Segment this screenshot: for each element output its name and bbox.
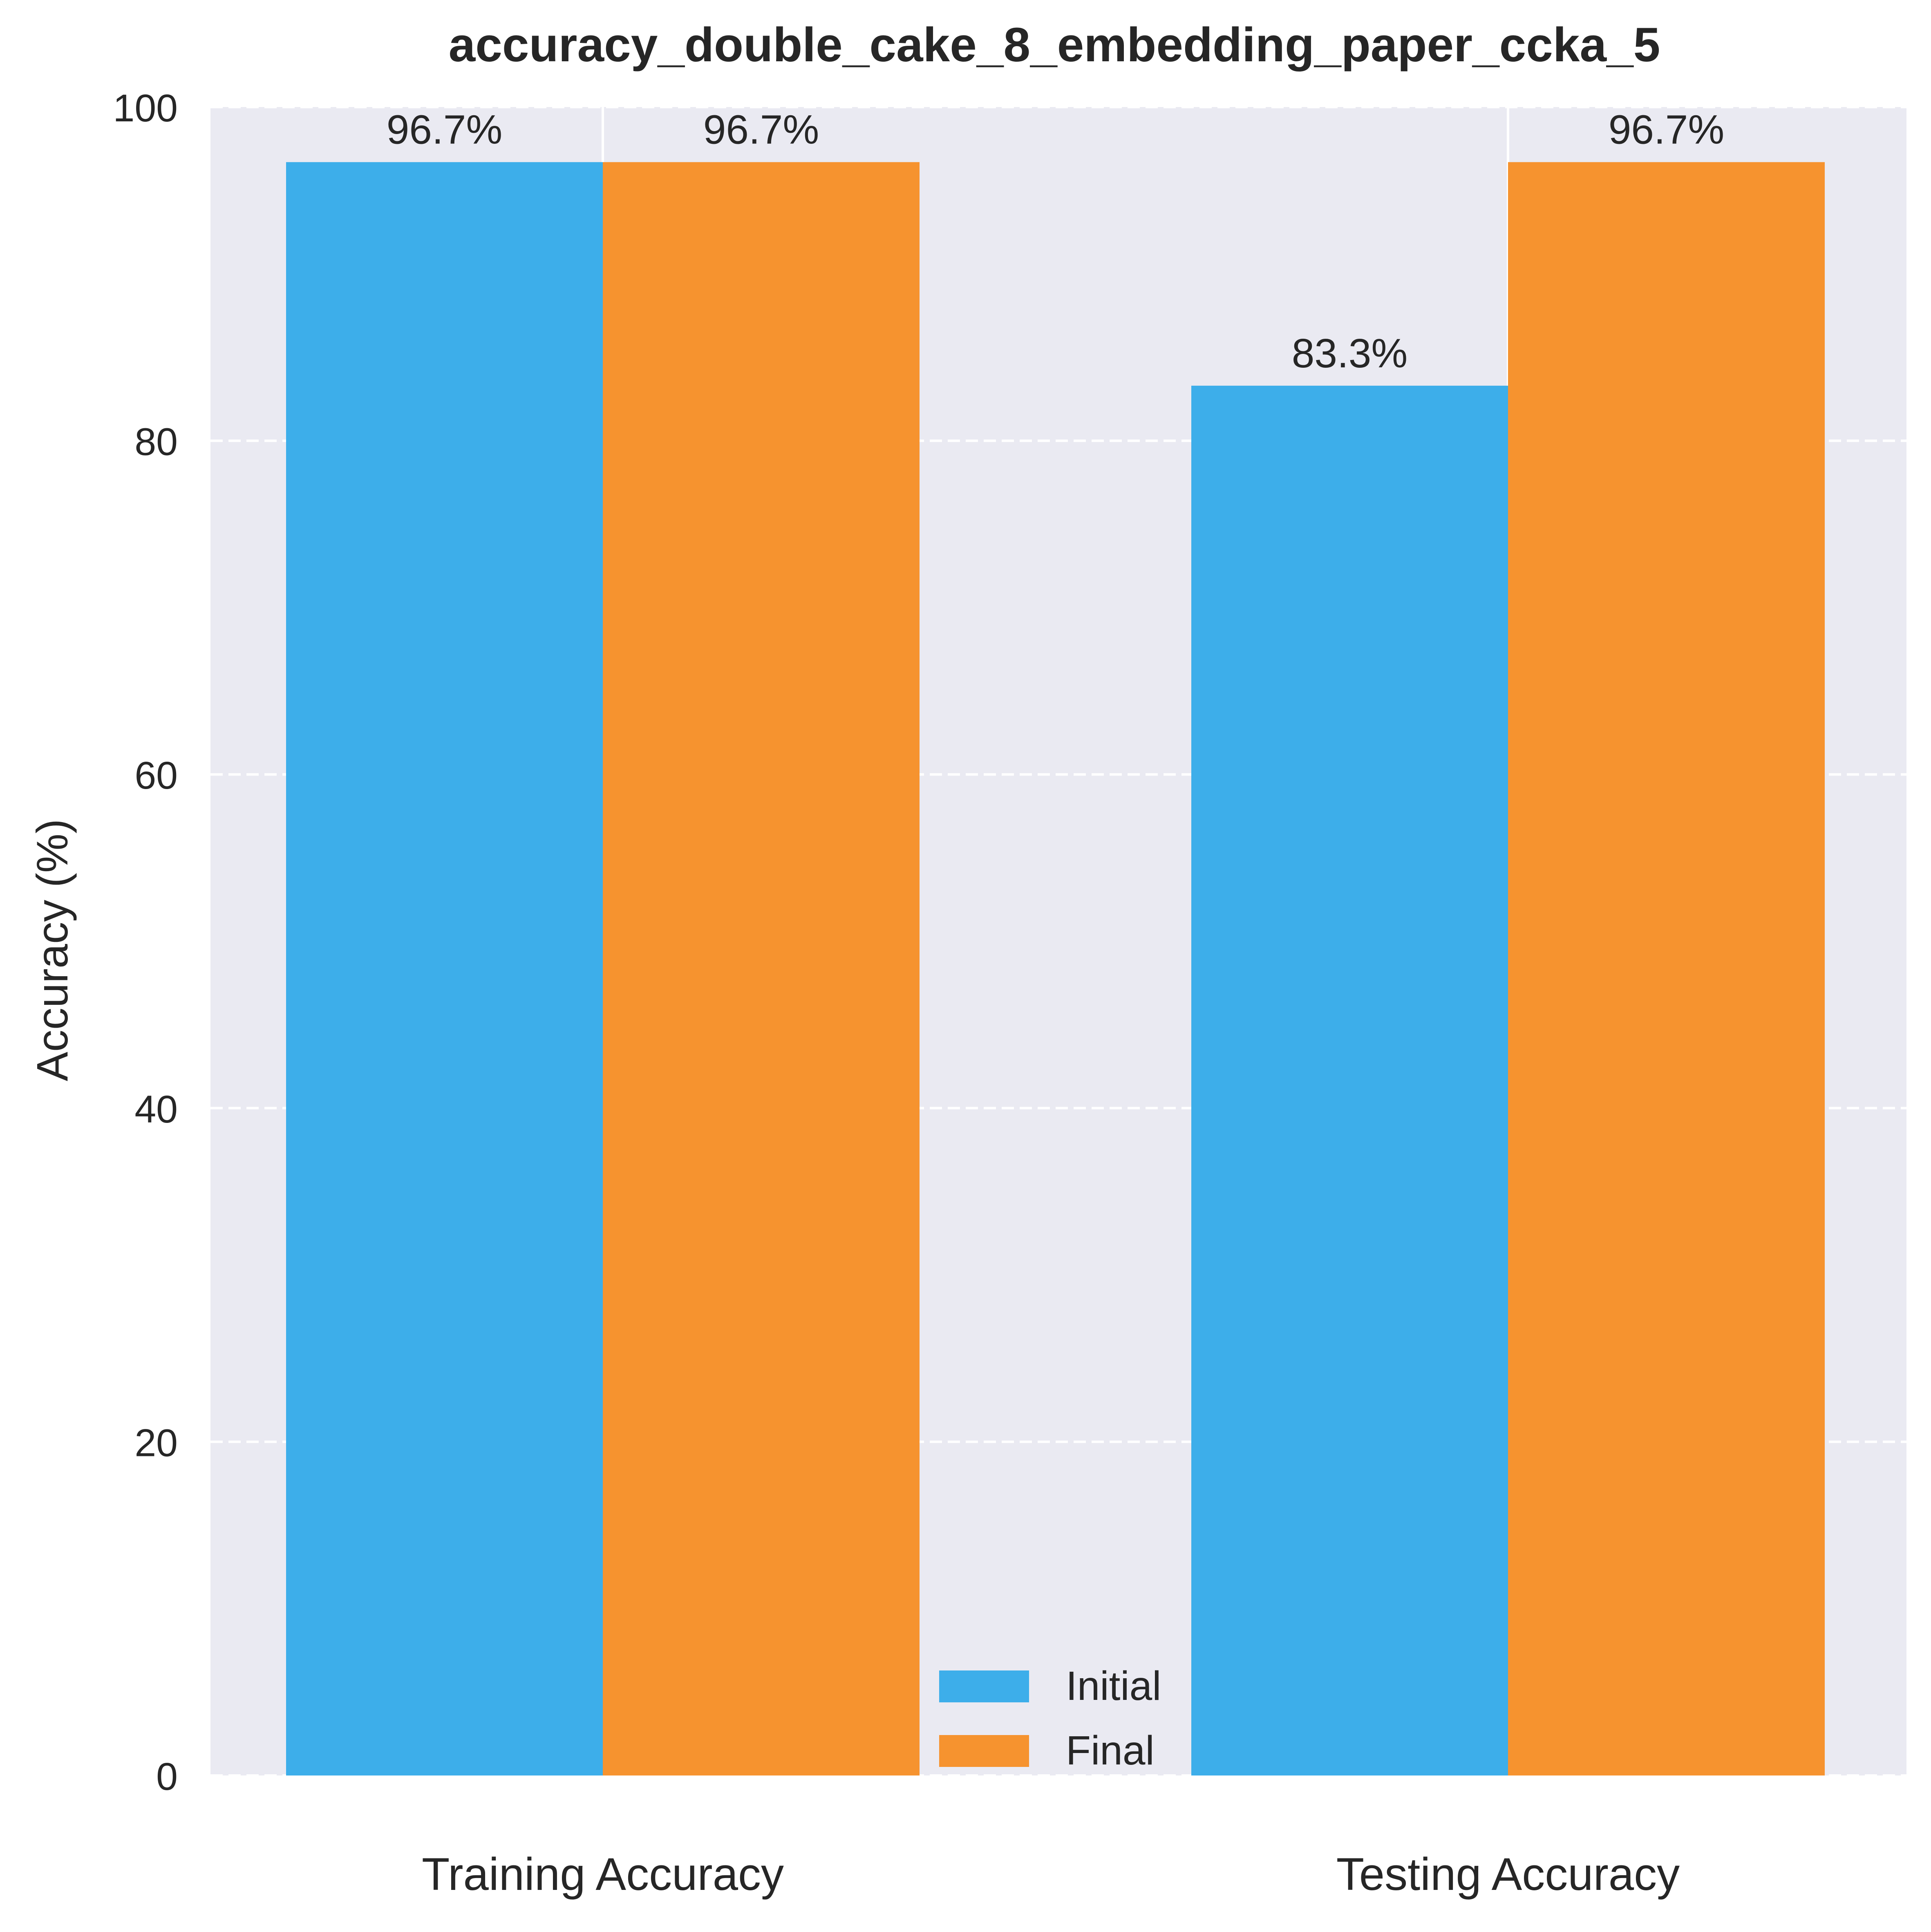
bar [286,162,603,1775]
y-axis-ticks: 0 20 40 60 80 100 [113,87,178,1798]
x-tick-label: Testing Accuracy [1336,1849,1680,1900]
y-tick-label: 60 [134,754,178,797]
bar-value-label: 96.7% [387,107,503,153]
legend-swatch [939,1735,1029,1767]
bar-value-label: 96.7% [1609,107,1725,153]
legend: Initial Final [939,1663,1161,1773]
y-tick-label: 20 [134,1421,178,1465]
bar [1508,162,1825,1775]
legend-swatch [939,1670,1029,1702]
bar [1191,385,1508,1775]
bar [603,162,920,1775]
bar-value-label: 83.3% [1292,331,1408,376]
y-tick-label: 40 [134,1088,178,1131]
bar-value-label: 96.7% [703,107,819,153]
bar-value-labels: 96.7% 83.3% 96.7% 96.7% [387,107,1725,376]
y-tick-label: 0 [156,1755,178,1798]
legend-label: Initial [1066,1663,1161,1709]
x-tick-label: Training Accuracy [422,1849,784,1900]
y-axis-label: Accuracy (%) [27,819,77,1081]
chart-title: accuracy_double_cake_8_embedding_paper_c… [449,18,1660,72]
y-tick-label: 100 [113,87,178,130]
x-axis-ticks: Training Accuracy Testing Accuracy [422,1849,1680,1900]
y-tick-label: 80 [134,420,178,464]
legend-label: Final [1066,1728,1155,1773]
bars [286,162,1825,1775]
